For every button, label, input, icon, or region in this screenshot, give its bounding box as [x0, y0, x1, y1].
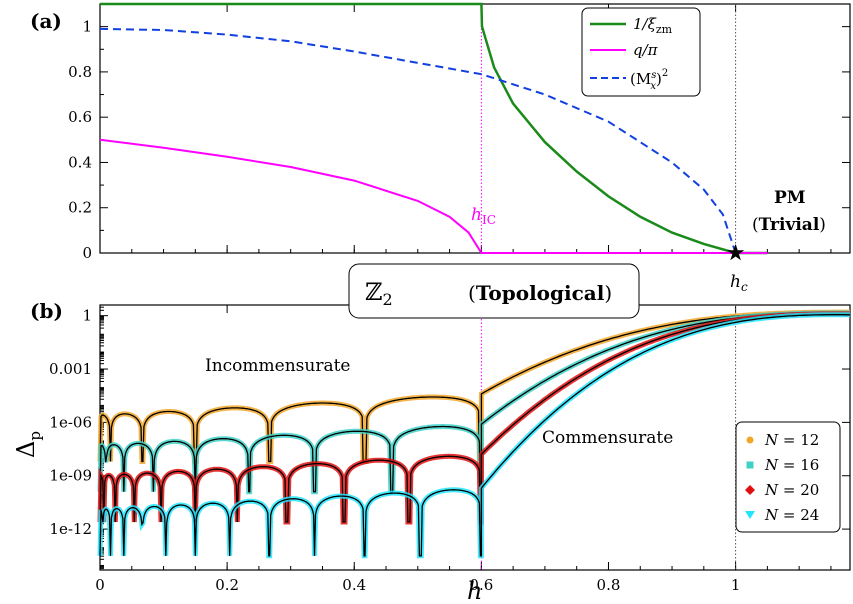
legend-a: 1/ξzm q/π (Ms x)2: [581, 7, 701, 97]
incommensurate-label: Incommensurate: [205, 356, 351, 376]
ytick-label-b: 1: [82, 307, 92, 325]
xtick-label-b: 0.6: [469, 576, 493, 594]
pm-trivial-bold: Trivial: [759, 215, 820, 235]
legend-b-n-value: = 12: [778, 431, 819, 449]
legend-a-m-tail-sup: 2: [662, 68, 668, 79]
legend-b-n-symbol: N: [764, 456, 779, 474]
legend-a-label-q: q/π: [633, 41, 659, 59]
h-ic-main: h: [471, 205, 482, 225]
series-n24-fit: [99, 314, 850, 557]
ytick-label-a: 0.2: [68, 199, 92, 217]
topological-bold: Topological: [476, 281, 605, 305]
series-magnetization: [99, 27, 737, 254]
ytick-label-b: 1e-06: [49, 413, 92, 431]
z2-box-frame: [348, 263, 640, 319]
legend-a-box: [581, 7, 701, 97]
legend-b-n-value: = 20: [778, 481, 819, 499]
legend-b-n-symbol: N: [764, 431, 779, 449]
series-inverse-xi: [100, 2, 768, 255]
series-q-over-pi: [99, 138, 768, 254]
ytick-label-a: 0.6: [68, 108, 92, 126]
y-axis-label-main: Δ: [12, 441, 40, 458]
panel-b: 1 0.001 1e-06 1e-09 1e-12 0 0.2 0.4 0.6 0.8 1: [49, 305, 850, 594]
topological-label: (Topological): [468, 281, 612, 305]
legend-b-marker-n16: [746, 461, 754, 469]
legend-b-label-n20: N = 20: [764, 481, 819, 499]
h-c-main: h: [730, 272, 741, 292]
legend-b-label-n12: N = 12: [764, 431, 819, 449]
legend-a-m-sup: s: [651, 70, 656, 81]
z2-box: ℤ2 (Topological): [348, 263, 640, 319]
series-n20-fit: [99, 313, 850, 523]
legend-b-box: [735, 421, 841, 533]
y-axis-label-b: Δp: [12, 431, 44, 458]
ytick-label-b: 1e-09: [49, 467, 92, 485]
xtick-label-b: 0.2: [215, 576, 239, 594]
pm-label: PM: [774, 188, 806, 208]
legend-a-m-main: (M: [630, 70, 651, 88]
z2-symbol-sub: 2: [383, 290, 393, 309]
ytick-label-b: 1e-12: [49, 520, 92, 538]
h-c-sub: c: [741, 280, 748, 294]
legend-a-xi-main: 1/ξ: [633, 15, 657, 33]
ytick-label-a: 0.4: [68, 153, 92, 171]
legend-a-xi-sub: zm: [656, 23, 673, 36]
legend-b-n-value: = 16: [778, 456, 819, 474]
pm-open-paren: (: [752, 215, 759, 235]
legend-b-marker-n20: [745, 485, 755, 495]
xtick-label-b: 0.4: [342, 576, 366, 594]
ytick-label-a: 0.8: [68, 63, 92, 81]
critical-point-star: [727, 244, 745, 261]
legend-b-label-n24: N = 24: [764, 506, 819, 524]
z2-symbol-main: ℤ: [365, 278, 383, 306]
legend-b-n-symbol: N: [764, 506, 779, 524]
series-n16-fit: [99, 312, 850, 493]
legend-b: N = 12N = 16N = 20N = 24: [735, 421, 841, 533]
xtick-label-b: 1: [731, 576, 741, 594]
h-ic-sub: IC: [482, 213, 496, 227]
series-n12-fit: [99, 311, 850, 463]
legend-a-m-sub: x: [650, 81, 656, 92]
legend-b-entries: N = 12N = 16N = 20N = 24: [745, 431, 819, 524]
x-axis-label-b: h: [467, 577, 482, 604]
ytick-label-b: 0.001: [49, 360, 92, 378]
xtick-label-b: 0: [95, 576, 105, 594]
legend-a-label-m: (Ms x)2: [630, 68, 668, 92]
h-c-label: hc: [730, 272, 748, 294]
panel-a: 0 0.2 0.4 0.6 0.8 1: [68, 2, 850, 262]
commensurate-label: Commensurate: [542, 428, 673, 448]
z2-symbol: ℤ2: [365, 278, 393, 309]
legend-b-marker-n24: [745, 511, 755, 519]
legend-b-n-symbol: N: [764, 481, 779, 499]
legend-a-label-xi: 1/ξzm: [633, 15, 673, 36]
topological-close: ): [604, 281, 612, 305]
panel-b-label: (b): [30, 299, 63, 323]
pm-close-paren: ): [819, 215, 826, 235]
h-ic-label: hIC: [471, 205, 496, 227]
pm-trivial-label: (Trivial): [752, 215, 826, 235]
legend-b-n-value: = 24: [778, 506, 819, 524]
xtick-label-b: 0.8: [597, 576, 621, 594]
topological-open: (: [468, 281, 476, 305]
legend-b-label-n16: N = 16: [764, 456, 819, 474]
y-axis-label-sub: p: [26, 431, 44, 441]
panel-a-label: (a): [30, 9, 62, 33]
legend-b-marker-n12: [746, 436, 754, 444]
legend-a-m-tail: ): [656, 70, 662, 88]
ytick-label-a: 0: [82, 244, 92, 262]
ytick-label-a: 1: [82, 18, 92, 36]
